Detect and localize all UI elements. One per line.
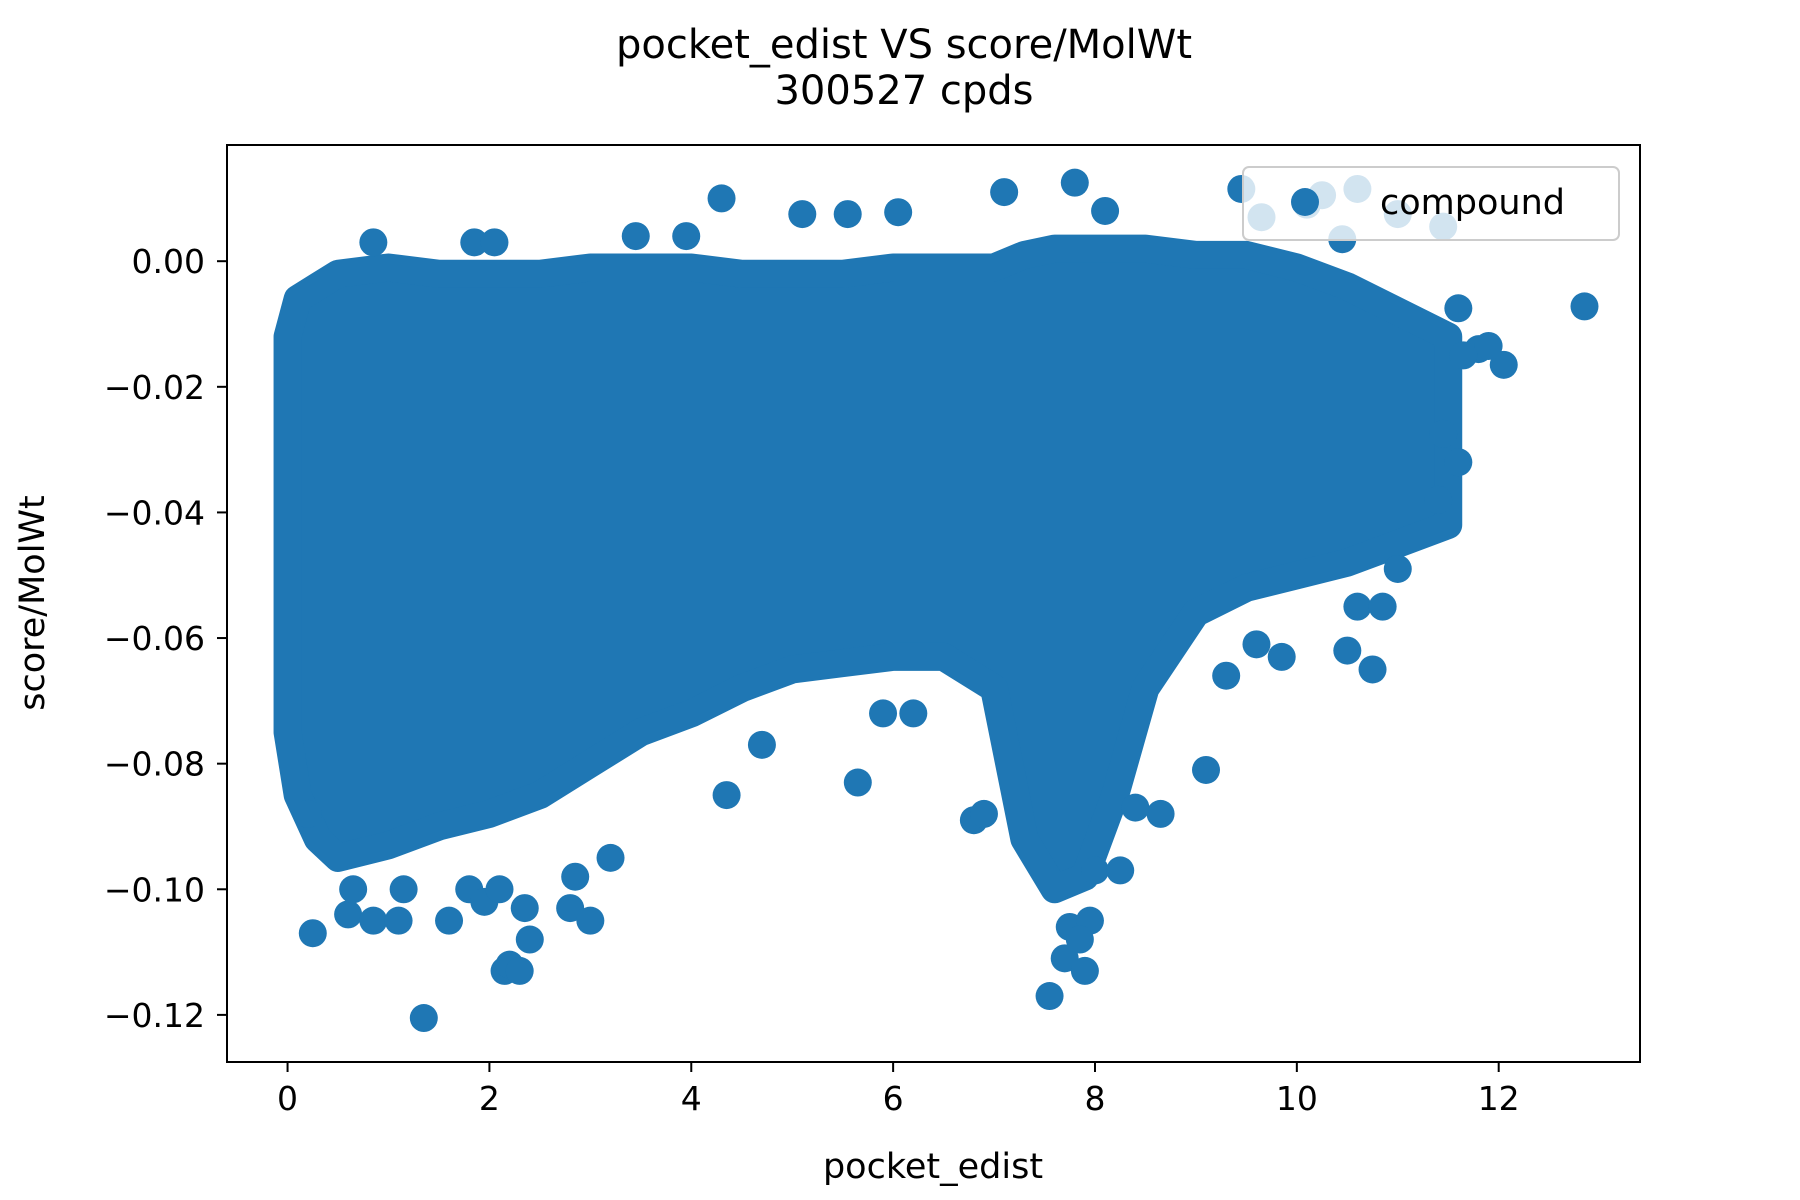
x-tick-label: 2 [479,1079,500,1118]
y-tick-label: −0.08 [104,745,205,784]
legend-marker [1291,188,1319,216]
data-point [576,906,605,935]
data-point [409,1004,438,1033]
data-point [1121,793,1150,822]
data-point [460,228,489,257]
data-point [510,894,539,923]
data-point [389,875,418,904]
data-point [899,699,928,728]
data-point [843,768,872,797]
x-axis-label: pocket_edist [823,1147,1043,1187]
data-point [1080,856,1109,885]
data-point [1035,982,1064,1011]
y-tick-label: −0.06 [104,619,205,658]
data-point [505,956,534,985]
data-point [1106,856,1135,885]
data-point [515,925,544,954]
data-point [672,222,701,251]
data-point [1368,592,1397,621]
data-point [556,894,585,923]
legend-label-compound: compound [1380,183,1565,223]
data-point [1060,168,1089,197]
data-point [339,875,368,904]
data-point [435,906,464,935]
data-point [1474,331,1503,360]
x-tick-label: 0 [277,1079,298,1118]
legend-box [1242,166,1620,241]
data-point [384,906,413,935]
plot-area [273,168,1599,1033]
data-point [621,222,650,251]
data-point [1267,642,1296,671]
data-point [1570,292,1599,321]
y-tick-label: −0.04 [104,493,205,532]
y-axis: 0.00 −0.02 −0.04 −0.06 −0.08 −0.10 −0.12 [104,242,227,1035]
y-tick-label: −0.02 [104,368,205,407]
data-point [1343,592,1372,621]
x-tick-label: 6 [883,1079,904,1118]
data-point [1444,294,1473,323]
data-point [1146,799,1175,828]
data-point [1383,554,1412,583]
x-tick-label: 12 [1478,1079,1520,1118]
data-point [990,178,1019,207]
data-point [485,875,514,904]
data-marks [273,168,1599,1033]
data-point [1424,485,1453,514]
y-tick-label: −0.12 [104,996,205,1035]
data-point [969,799,998,828]
y-tick-label: −0.10 [104,870,205,909]
data-point [1489,350,1518,379]
legend: compound [1242,166,1620,241]
data-point [1212,661,1241,690]
data-point [1242,630,1271,659]
data-point [707,184,736,213]
data-point [712,781,741,810]
data-point [480,228,509,257]
data-point [561,862,590,891]
x-axis: 0 2 4 6 8 10 12 [277,1062,1520,1118]
y-tick-label: 0.00 [132,242,205,281]
data-point [298,919,327,948]
data-point [1192,755,1221,784]
data-point [869,699,898,728]
y-axis-label: score/MolWt [13,495,53,711]
point-cloud-compound [273,234,1463,904]
data-point [1065,925,1094,954]
data-point [293,799,322,828]
data-point [359,906,388,935]
data-point [747,730,776,759]
data-point [1449,341,1478,370]
data-point [1050,944,1079,973]
chart-title: pocket_edist VS score/MolWt [616,22,1192,68]
data-point [1429,419,1458,448]
data-point [788,200,817,229]
data-point [833,200,862,229]
axes-frame [226,144,1641,1063]
x-tick-label: 4 [681,1079,702,1118]
data-point [1444,448,1473,477]
data-point [884,198,913,227]
data-point [1091,196,1120,225]
data-point [1358,655,1387,684]
x-tick-label: 8 [1084,1079,1105,1118]
x-tick-label: 10 [1276,1079,1318,1118]
data-point [1333,636,1362,665]
data-point [1070,956,1099,985]
data-point [596,843,625,872]
data-point [334,900,363,929]
chart-subtitle: 300527 cpds [774,68,1033,114]
data-point [359,228,388,257]
